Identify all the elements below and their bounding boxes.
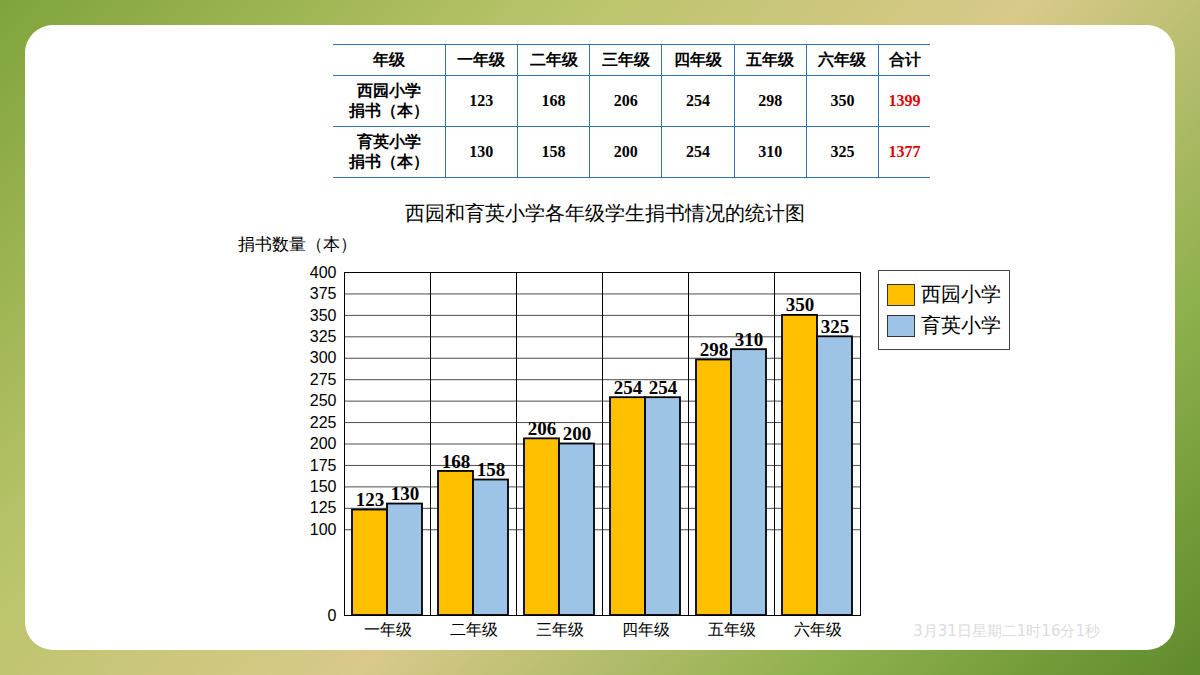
html-text:育英小学: 育英小学 xyxy=(921,313,1001,337)
html-text:168: 168 xyxy=(541,92,566,109)
svg-text:0: 0 xyxy=(328,607,337,624)
svg-text:254: 254 xyxy=(614,377,643,398)
html-text:310: 310 xyxy=(758,143,783,160)
svg-text:123: 123 xyxy=(356,489,385,510)
html-text:350: 350 xyxy=(830,92,855,109)
svg-text:158: 158 xyxy=(477,459,506,480)
html-text:育英小学 捐书（本）: 育英小学 捐书（本） xyxy=(348,133,429,170)
svg-text:二年级: 二年级 xyxy=(450,621,498,638)
html-text:捐书数量（本）: 捐书数量（本） xyxy=(238,234,357,254)
svg-text:三年级: 三年级 xyxy=(536,621,584,638)
svg-text:350: 350 xyxy=(310,306,337,323)
svg-text:375: 375 xyxy=(310,285,337,302)
svg-text:200: 200 xyxy=(310,435,337,452)
svg-text:200: 200 xyxy=(563,423,592,444)
html-text:二年级: 二年级 xyxy=(529,50,578,68)
svg-text:六年级: 六年级 xyxy=(794,621,842,638)
svg-text:175: 175 xyxy=(310,457,337,474)
html-text:200: 200 xyxy=(613,143,638,160)
html-text:3月31日星期二1时16分1秒: 3月31日星期二1时16分1秒 xyxy=(913,622,1100,640)
html-text:254: 254 xyxy=(686,92,710,109)
svg-text:254: 254 xyxy=(649,377,678,398)
svg-text:100: 100 xyxy=(310,521,337,538)
html-text:西园和育英小学各年级学生捐书情况的统计图: 西园和育英小学各年级学生捐书情况的统计图 xyxy=(405,201,805,225)
svg-text:325: 325 xyxy=(821,316,850,337)
svg-text:225: 225 xyxy=(310,414,337,431)
html-text:298: 298 xyxy=(758,92,783,109)
svg-text:五年级: 五年级 xyxy=(708,621,756,638)
html-text:325: 325 xyxy=(830,143,855,160)
svg-text:300: 300 xyxy=(310,349,337,366)
svg-text:125: 125 xyxy=(310,499,337,516)
svg-text:一年级: 一年级 xyxy=(364,621,412,638)
html-text:158: 158 xyxy=(541,143,566,160)
html-text:西园小学 捐书（本）: 西园小学 捐书（本） xyxy=(348,82,429,119)
html-text:合计: 合计 xyxy=(888,50,921,68)
html-text:130: 130 xyxy=(469,143,494,160)
html-text:年级: 年级 xyxy=(372,50,405,68)
svg-text:400: 400 xyxy=(310,264,337,281)
html-text:西园小学: 西园小学 xyxy=(921,282,1001,306)
html-text:三年级: 三年级 xyxy=(601,50,650,68)
html-text:254: 254 xyxy=(686,143,710,160)
svg-text:206: 206 xyxy=(528,418,557,439)
svg-text:250: 250 xyxy=(310,392,337,409)
html-text:206: 206 xyxy=(613,92,638,109)
svg-text:350: 350 xyxy=(786,294,815,315)
html-text:123: 123 xyxy=(469,92,494,109)
html-text:一年级: 一年级 xyxy=(457,50,506,68)
svg-text:298: 298 xyxy=(700,339,729,360)
html-text:1399: 1399 xyxy=(888,92,921,109)
html-text:五年级: 五年级 xyxy=(746,50,795,68)
html-text:1377: 1377 xyxy=(888,143,921,160)
svg-text:325: 325 xyxy=(310,328,337,345)
svg-text:168: 168 xyxy=(442,451,471,472)
html-text:六年级: 六年级 xyxy=(818,50,867,68)
html-text:四年级: 四年级 xyxy=(674,50,722,68)
svg-text:四年级: 四年级 xyxy=(622,621,670,638)
svg-text:275: 275 xyxy=(310,371,337,388)
svg-text:130: 130 xyxy=(391,483,420,504)
svg-text:310: 310 xyxy=(735,329,764,350)
svg-text:150: 150 xyxy=(310,478,337,495)
